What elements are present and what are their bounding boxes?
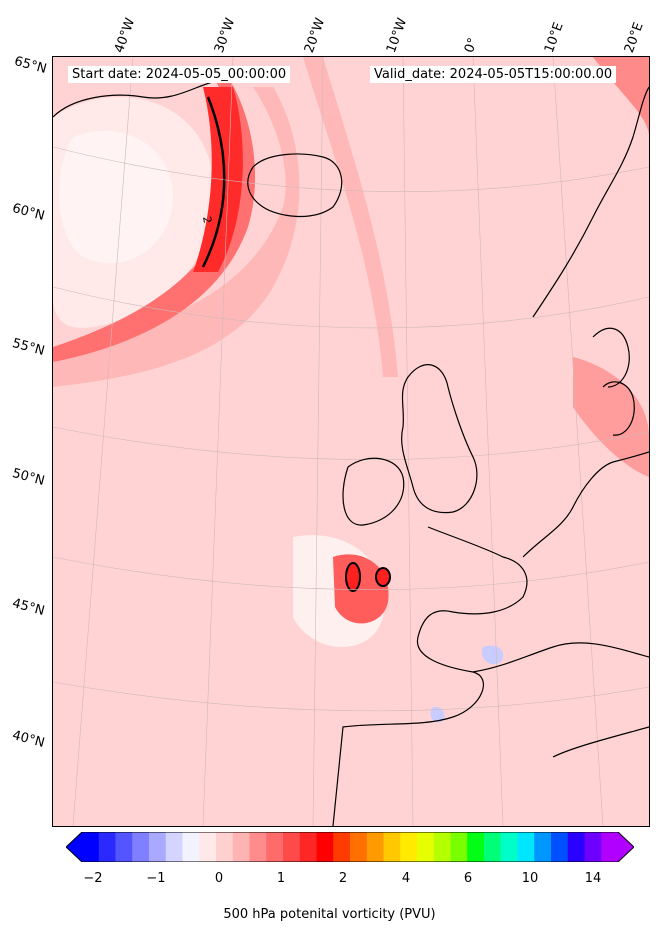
lat-label: 60°N: [10, 201, 47, 224]
colorbar-cell: [567, 832, 585, 862]
colorbar-tick: −2: [83, 871, 103, 886]
colorbar-cell: [249, 832, 267, 862]
lon-label: 30°W: [211, 16, 239, 55]
valid-date-label: Valid_date: 2024-05-05T15:00:00.00: [370, 66, 617, 83]
map-area: 2: [52, 56, 650, 827]
colorbar-tick: 1: [276, 871, 286, 886]
colorbar-cell: [299, 832, 317, 862]
colorbar-cell: [366, 832, 384, 862]
colorbar-tick: 0: [214, 871, 224, 886]
colorbar-cell: [417, 832, 435, 862]
colorbar-cell: [467, 832, 485, 862]
lat-label: 55°N: [10, 336, 47, 359]
colorbar-tick: 10: [521, 871, 539, 886]
colorbar-cell: [350, 832, 368, 862]
colorbar-cell: [115, 832, 133, 862]
colorbar-cell: [601, 832, 619, 862]
colorbar-cell: [283, 832, 301, 862]
colorbar-cell: [199, 832, 217, 862]
colorbar-cell: [216, 832, 234, 862]
colorbar-cell: [182, 832, 200, 862]
colorbar-cell: [517, 832, 535, 862]
colorbar-title: 500 hPa potenital vorticity (PVU): [223, 907, 436, 922]
lon-label: 20°E: [621, 20, 647, 55]
colorbar: [66, 832, 634, 862]
colorbar-extend-min: [66, 832, 82, 862]
lon-label: 10°W: [383, 16, 411, 55]
colorbar-cell: [484, 832, 502, 862]
colorbar-tick: −1: [146, 871, 166, 886]
colorbar-cell: [232, 832, 250, 862]
colorbar-cell: [450, 832, 468, 862]
colorbar-cell: [534, 832, 552, 862]
pv-field: 2: [53, 57, 649, 826]
colorbar-cell: [316, 832, 334, 862]
colorbar-cell: [132, 832, 150, 862]
colorbar-cell: [149, 832, 167, 862]
lon-label: 0°: [461, 35, 482, 55]
lon-label: 20°W: [301, 16, 329, 55]
colorbar-extend-max: [618, 832, 634, 862]
lon-label: 40°W: [111, 16, 139, 55]
contour-label: 2: [200, 215, 214, 224]
colorbar-tick: 6: [463, 871, 473, 886]
colorbar-tick: 14: [584, 871, 602, 886]
lat-label: 45°N: [10, 596, 47, 619]
colorbar-cell: [266, 832, 284, 862]
colorbar-cell: [82, 832, 100, 862]
colorbar-tick: 2: [338, 871, 348, 886]
lat-label: 40°N: [10, 728, 47, 751]
colorbar-cell: [551, 832, 569, 862]
lat-label: 50°N: [10, 466, 47, 489]
colorbar-cell: [433, 832, 451, 862]
colorbar-cell: [333, 832, 351, 862]
lon-label: 10°E: [541, 20, 567, 55]
colorbar-cell: [98, 832, 116, 862]
colorbar-cell: [165, 832, 183, 862]
colorbar-cell: [584, 832, 602, 862]
colorbar-cell: [383, 832, 401, 862]
colorbar-cell: [500, 832, 518, 862]
lat-label: 65°N: [12, 54, 49, 77]
colorbar-cell: [400, 832, 418, 862]
colorbar-tick: 4: [401, 871, 411, 886]
start-date-label: Start date: 2024-05-05_00:00:00: [68, 66, 291, 83]
